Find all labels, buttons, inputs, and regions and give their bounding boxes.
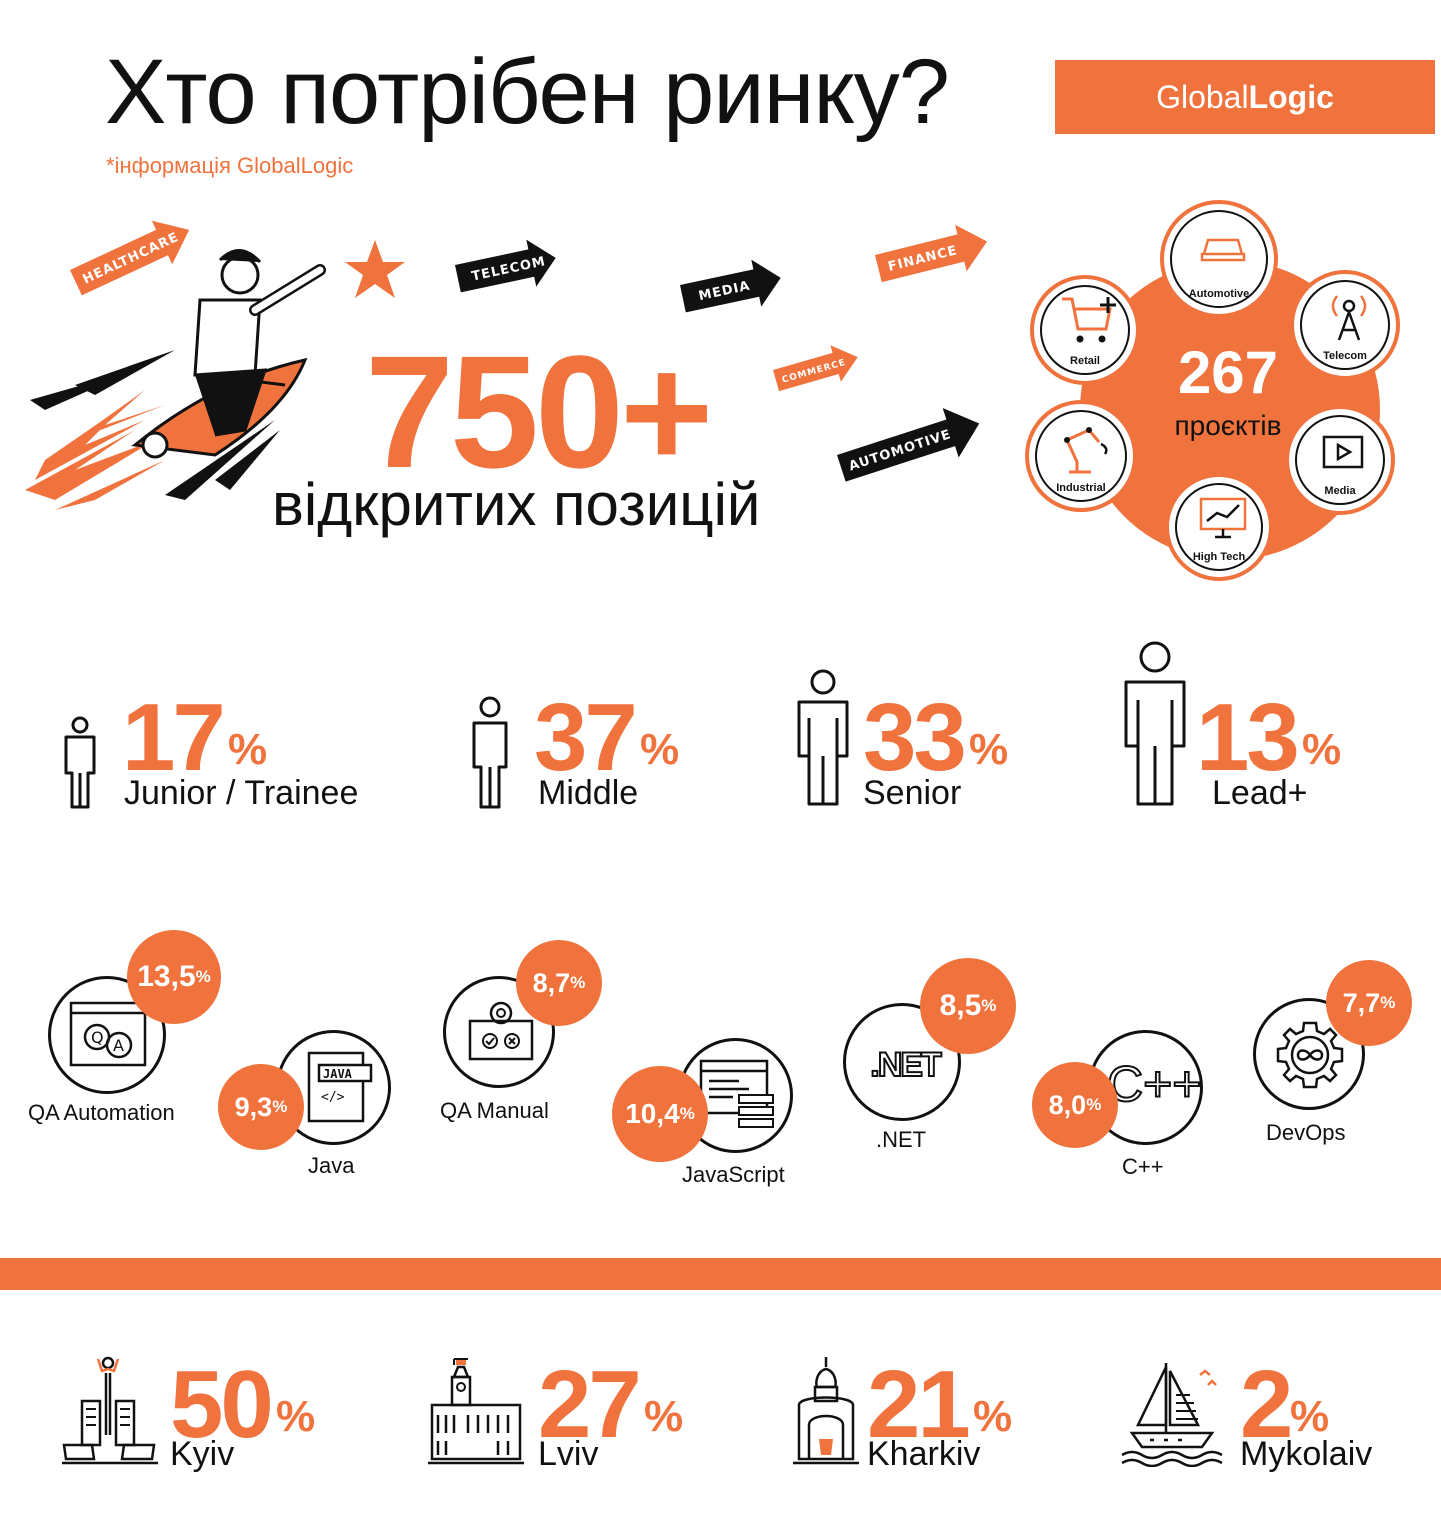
level-unit: % <box>228 725 268 774</box>
level-unit: % <box>969 725 1009 774</box>
level-value: 37 <box>534 684 638 791</box>
arrow-tag-automotive: AUTOMOTIVE <box>837 408 980 482</box>
lviv-town-hall-icon <box>428 1358 524 1465</box>
projects-count: 267 <box>1177 339 1279 406</box>
level-middle: 37 % Middle <box>468 690 728 820</box>
level-label: Senior <box>863 774 962 812</box>
tech-label: .NET <box>876 1127 927 1152</box>
city-value: 27 <box>538 1351 642 1458</box>
tech-label: QA Manual <box>440 1098 549 1123</box>
city-label: Lviv <box>538 1435 599 1473</box>
dotnet-icon: .NET <box>869 1045 942 1085</box>
gear-check-icon <box>468 1001 534 1061</box>
city-unit: % <box>1290 1392 1330 1441</box>
sector-media: Media <box>1285 405 1395 515</box>
car-icon <box>1200 238 1246 262</box>
city-value: 21 <box>867 1351 971 1458</box>
tech-badge: 7,7% <box>1326 960 1412 1046</box>
tech-badge: 8,0% <box>1032 1062 1118 1148</box>
level-label: Middle <box>538 774 639 812</box>
tech-label: C++ <box>1122 1154 1164 1179</box>
city-kharkiv: 21 % Kharkiv <box>793 1355 1133 1475</box>
level-unit: % <box>1302 725 1342 774</box>
person-small-icon <box>64 716 96 809</box>
city-label: Kharkiv <box>867 1435 981 1473</box>
sector-retail: Retail <box>1030 275 1140 385</box>
level-junior: 17 % Junior / Trainee <box>60 690 390 820</box>
level-value: 17 <box>122 684 226 791</box>
sector-automotive: Automotive <box>1160 200 1278 318</box>
tech-label: QA Automation <box>28 1100 175 1125</box>
brand-regular: Global <box>1156 78 1249 115</box>
source-note: *інформація GlobalLogic <box>106 153 354 178</box>
brand-logo: Global Logic <box>1055 60 1435 134</box>
svg-text:JAVA: JAVA <box>323 1067 353 1081</box>
sailboat-icon <box>1121 1363 1223 1467</box>
tech-badge: 13,5% <box>127 930 221 1024</box>
level-lead: 13 % Lead+ <box>1120 640 1380 820</box>
level-value: 33 <box>863 684 967 791</box>
play-icon <box>1322 435 1364 469</box>
tech-badge: 8,5% <box>920 958 1016 1054</box>
tech-badge: 9,3% <box>218 1064 304 1150</box>
city-unit: % <box>973 1392 1013 1441</box>
kyiv-monument-icon <box>62 1356 158 1465</box>
cpp-icon: C++ <box>1106 1055 1203 1113</box>
arrow-tag-telecom: TELECOM <box>455 239 556 293</box>
city-label: Kyiv <box>170 1435 235 1473</box>
city-label: Mykolaiv <box>1240 1435 1373 1473</box>
tech-devops <box>1253 998 1365 1110</box>
city-kyiv: 50 % Kyiv <box>62 1355 382 1475</box>
code-window-icon <box>699 1059 774 1128</box>
person-medium-icon <box>472 696 508 809</box>
arrow-tag-media: MEDIA <box>680 259 781 313</box>
city-unit: % <box>644 1392 684 1441</box>
infinity-gear-icon <box>1276 1021 1344 1089</box>
projects-cluster: 267 проєктів Automotive Telecom Media Hi… <box>1025 200 1430 581</box>
level-value: 13 <box>1196 684 1300 791</box>
svg-text:</>: </> <box>321 1090 345 1105</box>
page-title: Хто потрібен ринку? <box>105 41 950 143</box>
level-unit: % <box>640 725 680 774</box>
sector-high-tech: High Tech <box>1165 473 1273 581</box>
projects-label: проєктів <box>1174 410 1282 441</box>
sector-industrial: Industrial <box>1025 400 1137 512</box>
robot-arm-icon <box>1064 427 1108 474</box>
city-unit: % <box>276 1392 316 1441</box>
person-large-icon <box>797 669 849 806</box>
monitor-chart-icon <box>1199 497 1247 539</box>
city-value: 2 <box>1240 1351 1293 1458</box>
arrow-tag-healthcare: HEALTHCARE <box>70 220 190 296</box>
section-divider <box>0 1258 1441 1290</box>
sector-telecom: Telecom <box>1290 270 1400 380</box>
star-icon <box>345 240 405 298</box>
tech-badge: 8,7% <box>516 940 602 1026</box>
level-senior: 33 % Senior <box>793 668 1053 818</box>
person-xlarge-icon <box>1124 641 1186 806</box>
tech-label: DevOps <box>1266 1120 1346 1145</box>
open-positions-label: відкритих позицій <box>272 471 761 538</box>
tech-label: JavaScript <box>682 1162 785 1187</box>
svg-text:A: A <box>113 1036 124 1055</box>
flame-icon <box>25 390 165 510</box>
open-positions-value: 750+ <box>365 322 713 501</box>
kharkiv-cathedral-icon <box>793 1357 859 1465</box>
antenna-icon <box>1331 295 1367 341</box>
city-mykolaiv: 2 % Mykolaiv <box>1120 1355 1420 1475</box>
tech-badge: 10,4% <box>612 1066 708 1162</box>
city-lviv: 27 % Lviv <box>428 1355 748 1475</box>
arrow-tag-finance: FINANCE <box>875 224 988 283</box>
svg-text:Q: Q <box>91 1028 104 1047</box>
java-icon: JAVA </> <box>307 1051 373 1123</box>
rocket-illustration: HEALTHCARE TELECOM MEDIA FINANCE COMMERC… <box>25 220 988 510</box>
brand-bold: Logic <box>1248 78 1334 115</box>
cart-icon <box>1062 297 1116 343</box>
level-label: Lead+ <box>1212 774 1308 812</box>
tech-label: Java <box>308 1153 355 1178</box>
city-value: 50 <box>170 1351 274 1458</box>
arrow-tag-commerce: COMMERCE <box>773 345 858 392</box>
level-label: Junior / Trainee <box>124 774 359 812</box>
